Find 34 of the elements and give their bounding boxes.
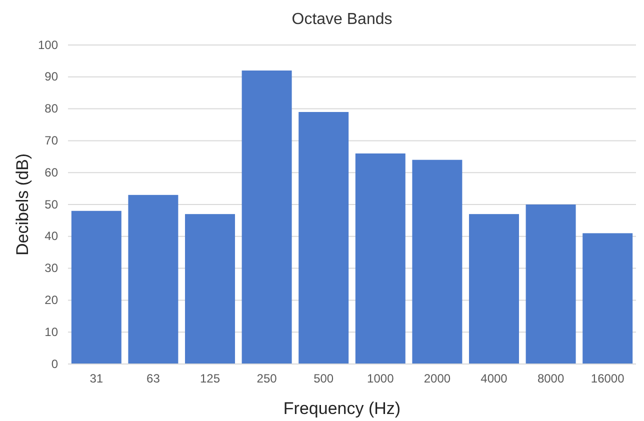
x-tick-label: 63 (146, 372, 160, 386)
bar (582, 233, 633, 364)
y-tick-label: 100 (38, 38, 58, 52)
bar (71, 210, 122, 364)
y-tick-label: 80 (44, 102, 58, 116)
x-tick-label: 31 (90, 372, 104, 386)
y-tick-label: 90 (44, 70, 58, 84)
bar (526, 204, 576, 364)
bar (412, 160, 462, 364)
y-tick-label: 70 (44, 134, 58, 148)
bar (298, 112, 349, 364)
y-tick-label: 60 (44, 165, 58, 180)
y-tick-label: 50 (44, 197, 58, 212)
chart-title: Octave Bands (292, 11, 392, 28)
y-tick-label: 30 (44, 261, 58, 276)
y-axis-title: Decibels (dB) (13, 153, 32, 256)
y-tick-label: 40 (44, 229, 58, 244)
x-tick-label: 16000 (590, 372, 625, 386)
x-tick-label: 1000 (367, 372, 394, 386)
x-tick-label: 8000 (537, 372, 564, 386)
y-tick-label: 20 (44, 293, 58, 308)
y-tick-label: 10 (44, 324, 58, 339)
y-tick-label: 0 (51, 356, 58, 371)
bar (185, 214, 235, 364)
x-tick-label: 250 (256, 372, 278, 386)
x-tick-label: 4000 (480, 372, 508, 386)
x-axis-title: Frequency (Hz) (283, 399, 401, 418)
x-tick-label: 2000 (424, 372, 451, 386)
bar (355, 153, 406, 364)
bar (469, 214, 519, 364)
bar (128, 194, 178, 364)
x-tick-label: 125 (200, 372, 220, 386)
x-tick-label: 500 (314, 372, 334, 386)
bar (242, 70, 292, 364)
